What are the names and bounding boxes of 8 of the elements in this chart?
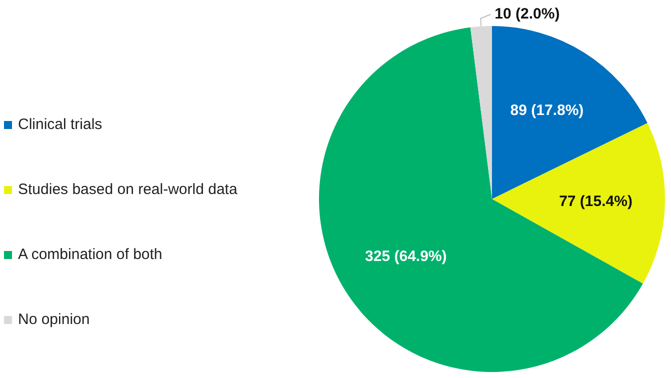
legend-label: Clinical trials (18, 116, 102, 133)
legend-label: No opinion (18, 311, 90, 328)
legend-label: A combination of both (18, 246, 162, 263)
data-label: 77 (15.4%) (559, 193, 632, 210)
data-label: 325 (64.9%) (365, 248, 447, 266)
data-label: 10 (2.0%) (494, 5, 560, 22)
legend-label: Studies based on real-world data (18, 181, 238, 198)
data-label: 89 (17.8%) (510, 102, 584, 120)
